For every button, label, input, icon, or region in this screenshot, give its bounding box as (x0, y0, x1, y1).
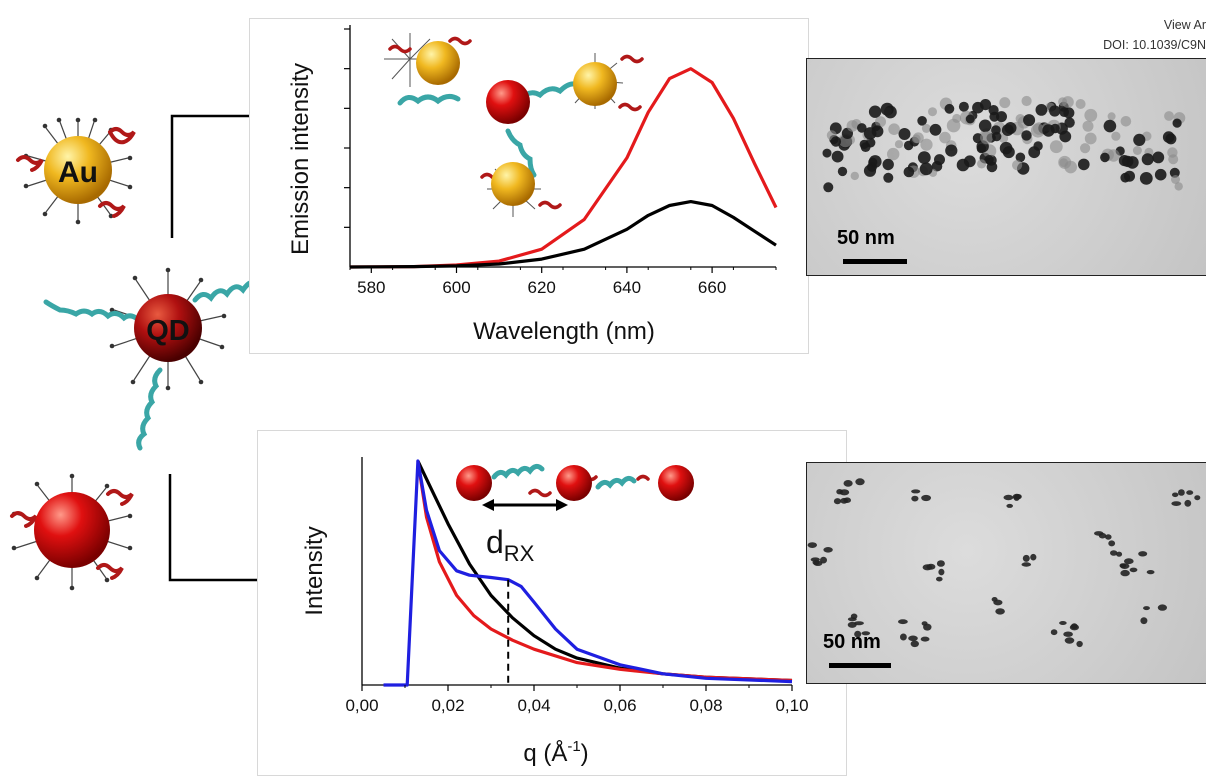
au-particle: Au (16, 117, 136, 225)
schematic-diagram: Au QD (10, 110, 280, 591)
x-tick-label: 0,06 (603, 696, 636, 715)
cluster-inset-illustration (384, 33, 644, 217)
view-article-link[interactable]: View Ar (1163, 18, 1206, 32)
x-tick-label: 0,10 (775, 696, 808, 715)
doi-label: DOI: 10.1039/C9N (1103, 38, 1206, 52)
arrow-top (170, 114, 268, 238)
x-tick-label: 0,02 (431, 696, 464, 715)
series-line-2 (383, 459, 793, 687)
y-axis-label: Emission intensity (287, 63, 314, 255)
x-tick-label: 640 (613, 278, 641, 297)
saxs-chart-panel: dRX 0,00 0,02 0,04 0,06 0,08 0,10 q (Å-1) Int… (257, 430, 847, 776)
scale-bar (829, 663, 891, 668)
y-axis-label: Intensity (301, 526, 328, 615)
x-tick-label: 620 (528, 278, 556, 297)
qd-particle: QD (43, 265, 274, 451)
x-tick-label: 580 (357, 278, 385, 297)
saxs-chart: dRX 0,00 0,02 0,04 0,06 0,08 0,10 q (Å-1) Int… (301, 457, 809, 767)
red-particle (10, 473, 134, 591)
qd-label: QD (146, 315, 190, 347)
protein-icon (16, 127, 136, 218)
tem-image-clustered: 50 nm (806, 58, 1206, 276)
x-tick-label: 0,04 (517, 696, 550, 715)
x-axis-label: q (Å-1) (523, 738, 588, 767)
emission-chart: 580 600 620 640 660 Wavelength (nm) Emission… (287, 25, 778, 345)
x-tick-label: 600 (442, 278, 470, 297)
x-tick-label: 0,08 (689, 696, 722, 715)
tem-image-dispersed: 50 nm (806, 462, 1206, 684)
x-tick-label: 660 (698, 278, 726, 297)
au-label: Au (58, 156, 98, 189)
arrow-bottom (168, 474, 266, 582)
d-rx-annotation: dRX (486, 524, 535, 566)
scale-bar (843, 259, 907, 264)
emission-chart-panel: 580 600 620 640 660 Wavelength (nm) Emission… (249, 18, 809, 354)
x-tick-label: 0,00 (345, 696, 378, 715)
chain-inset-illustration (456, 463, 694, 511)
scale-bar-label: 50 nm (837, 227, 895, 249)
x-axis-label: Wavelength (nm) (473, 318, 655, 345)
protein-icon (10, 489, 134, 580)
series-line-1 (349, 200, 777, 269)
scale-bar-label: 50 nm (823, 631, 881, 653)
